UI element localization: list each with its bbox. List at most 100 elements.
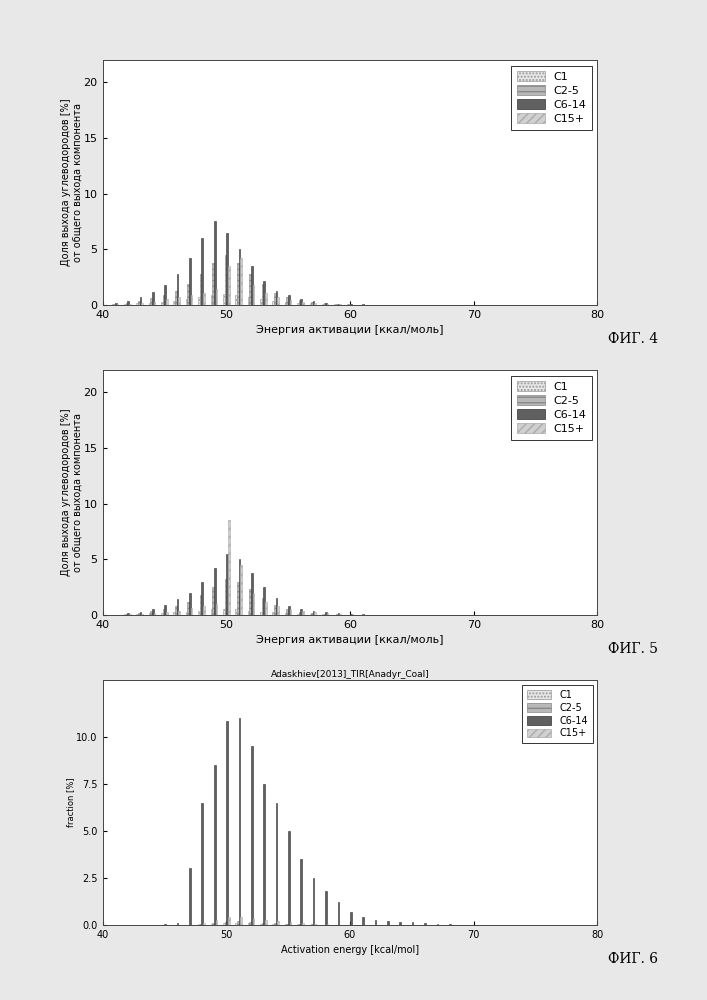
Bar xyxy=(262,284,263,305)
Bar xyxy=(212,923,214,925)
Bar xyxy=(177,274,178,305)
Bar xyxy=(315,303,316,305)
Bar xyxy=(288,831,290,925)
Y-axis label: fraction [%]: fraction [%] xyxy=(66,778,75,827)
Bar xyxy=(136,614,138,615)
Bar xyxy=(251,573,252,615)
Bar xyxy=(136,303,138,305)
Bar xyxy=(274,923,276,925)
Bar xyxy=(211,609,212,615)
Bar xyxy=(126,303,127,305)
Bar xyxy=(225,579,226,615)
Bar xyxy=(225,922,226,925)
X-axis label: Энергия активации [ккал/моль]: Энергия активации [ккал/моль] xyxy=(256,635,444,645)
Bar xyxy=(252,918,255,925)
Bar xyxy=(411,922,414,925)
Bar xyxy=(260,924,262,925)
Bar xyxy=(129,304,131,305)
Bar xyxy=(189,258,191,305)
Bar xyxy=(187,602,189,615)
Bar xyxy=(163,295,164,305)
Bar xyxy=(324,614,325,615)
Bar xyxy=(315,924,316,925)
Bar xyxy=(272,924,274,925)
Bar xyxy=(161,302,163,305)
Bar xyxy=(166,612,168,615)
Bar xyxy=(226,721,228,925)
Bar xyxy=(198,611,200,615)
Bar xyxy=(276,802,277,925)
Bar xyxy=(285,302,286,305)
Bar xyxy=(297,614,299,615)
Bar xyxy=(138,301,139,305)
Bar xyxy=(240,917,242,925)
Bar xyxy=(153,613,156,615)
Bar xyxy=(302,923,304,925)
Bar xyxy=(265,602,267,615)
Bar xyxy=(260,299,262,305)
Bar xyxy=(148,613,151,615)
Bar xyxy=(211,924,212,925)
Bar xyxy=(173,301,175,305)
Bar xyxy=(186,612,187,615)
Bar xyxy=(203,293,205,305)
Bar xyxy=(239,559,240,615)
Bar xyxy=(252,593,255,615)
Bar xyxy=(272,612,274,615)
Bar xyxy=(153,302,156,305)
Bar xyxy=(302,302,304,305)
Bar xyxy=(290,609,291,615)
Bar xyxy=(187,284,189,305)
Bar xyxy=(311,302,312,305)
Bar xyxy=(175,606,177,615)
Bar xyxy=(223,294,225,305)
Bar xyxy=(161,613,163,615)
Bar xyxy=(272,301,274,305)
Bar xyxy=(338,613,339,615)
Bar xyxy=(212,587,214,615)
Text: ФИГ. 5: ФИГ. 5 xyxy=(608,642,658,656)
Bar xyxy=(177,923,178,925)
Y-axis label: Доля выхода углеводородов [%]
от общего выхода компонента: Доля выхода углеводородов [%] от общего … xyxy=(61,409,82,576)
Y-axis label: Доля выхода углеводородов [%]
от общего выхода компонента: Доля выхода углеводородов [%] от общего … xyxy=(61,99,82,266)
Bar xyxy=(216,920,217,925)
Bar xyxy=(250,922,251,925)
Bar xyxy=(265,293,267,305)
Bar xyxy=(313,878,315,925)
Bar xyxy=(324,303,325,305)
Bar xyxy=(300,299,302,305)
Bar xyxy=(201,802,203,925)
Bar xyxy=(322,304,324,305)
Bar xyxy=(252,285,255,305)
Bar xyxy=(286,297,288,305)
Bar xyxy=(223,923,225,925)
Bar xyxy=(211,295,212,305)
Bar xyxy=(186,299,187,305)
Bar xyxy=(191,608,192,615)
Bar xyxy=(152,292,153,305)
Bar xyxy=(250,274,251,305)
Bar xyxy=(247,297,250,305)
Bar xyxy=(239,718,240,925)
Bar xyxy=(163,609,164,615)
Bar xyxy=(338,902,339,925)
Bar xyxy=(189,868,191,925)
Bar xyxy=(200,274,201,305)
Bar xyxy=(264,587,265,615)
Bar xyxy=(327,304,329,305)
Bar xyxy=(302,611,304,615)
Bar xyxy=(201,238,203,305)
Bar xyxy=(288,606,290,615)
Bar xyxy=(262,598,263,615)
Bar xyxy=(251,266,252,305)
X-axis label: Энергия активации [ккал/моль]: Энергия активации [ккал/моль] xyxy=(256,325,444,335)
Bar xyxy=(235,609,237,615)
Bar xyxy=(198,297,200,305)
Bar xyxy=(212,263,214,305)
Title: Adaskhiev[2013]_TIR[Anadyr_Coal]: Adaskhiev[2013]_TIR[Anadyr_Coal] xyxy=(271,670,429,679)
Bar xyxy=(313,611,315,615)
Bar xyxy=(325,612,327,615)
Bar xyxy=(310,303,311,305)
Bar xyxy=(141,303,143,305)
Bar xyxy=(223,609,225,615)
